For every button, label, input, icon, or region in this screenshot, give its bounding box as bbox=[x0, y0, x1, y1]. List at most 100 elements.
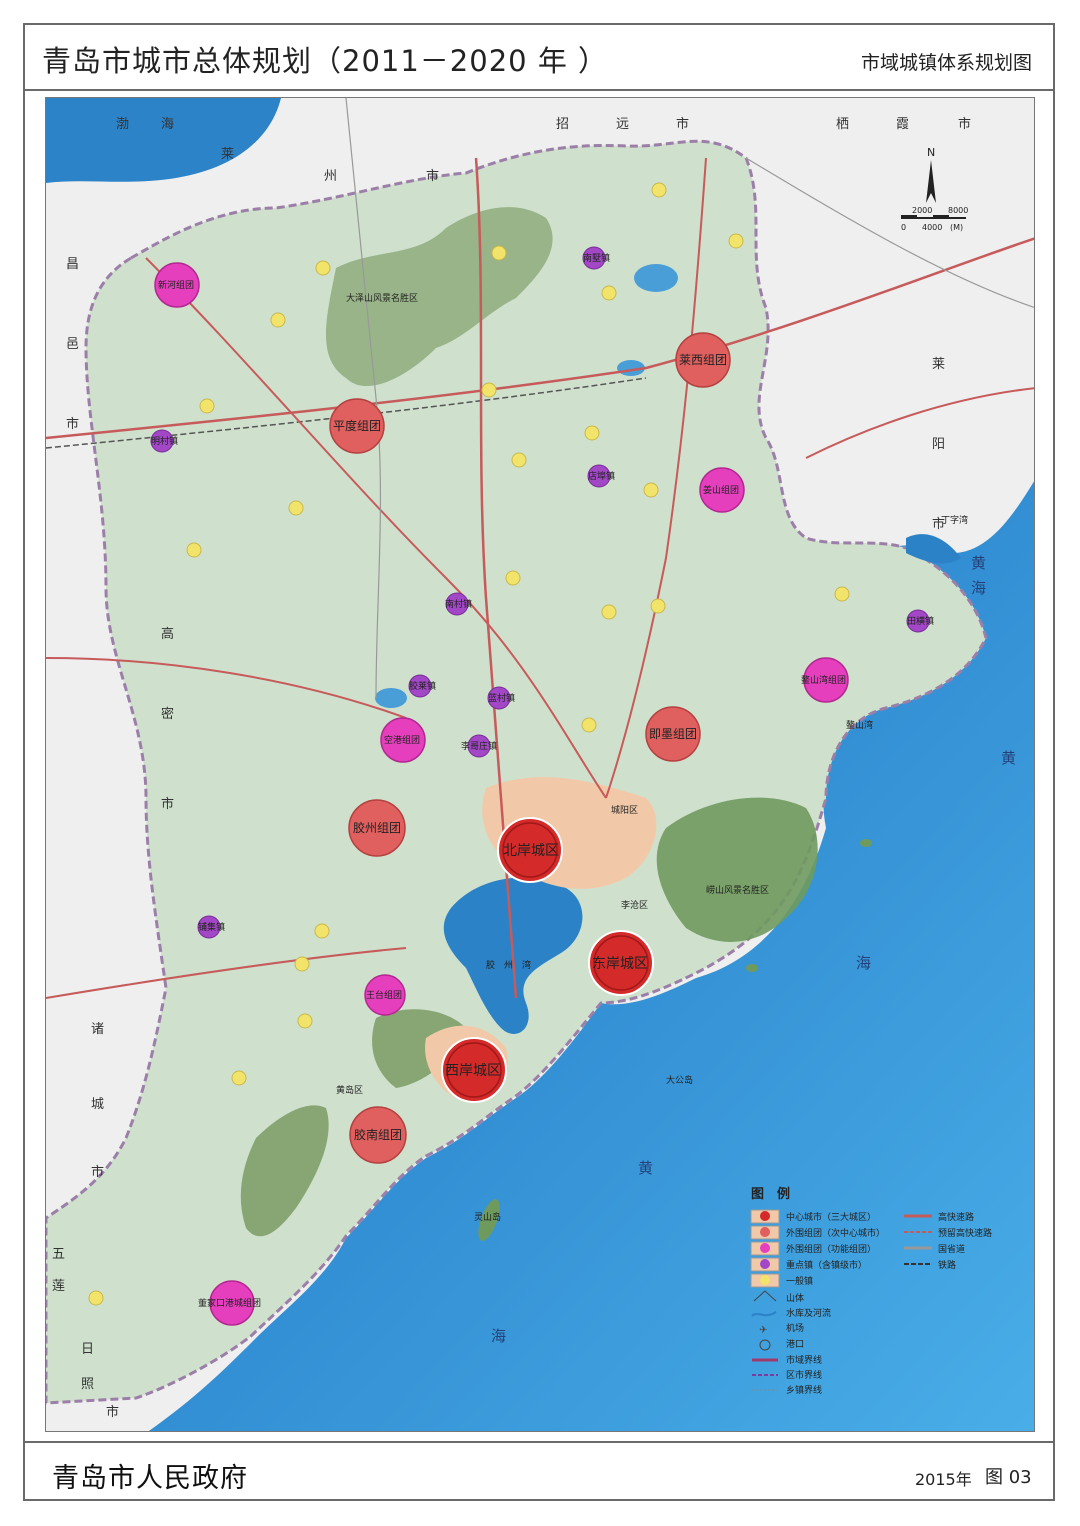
general-towns bbox=[88, 182, 850, 1306]
general-town bbox=[601, 604, 617, 620]
legend-road: 高快速路 bbox=[938, 1211, 974, 1223]
reservoir-1 bbox=[634, 264, 678, 292]
label-gao: 高 bbox=[161, 626, 174, 642]
label-chengyang: 城阳区 bbox=[611, 805, 638, 816]
key-town-nancun bbox=[445, 592, 469, 616]
key-town-nanshu bbox=[582, 246, 606, 270]
compass-north-label: N bbox=[927, 146, 935, 159]
label-xia: 霞 bbox=[896, 117, 909, 132]
bohai-sea bbox=[46, 98, 281, 183]
outer-group-label: 即墨组团 bbox=[649, 727, 697, 741]
island-2 bbox=[860, 839, 872, 847]
legend-road: 预留高快速路 bbox=[938, 1227, 992, 1239]
scale-2: 4000 bbox=[922, 223, 942, 232]
dingzi-bay bbox=[906, 534, 961, 564]
general-town bbox=[199, 398, 215, 414]
function-group-xinhe bbox=[154, 262, 200, 308]
outer-group-jiaozhou bbox=[348, 799, 406, 857]
legend-item: 水库及河流 bbox=[786, 1307, 831, 1319]
label-shi-1: 市 bbox=[676, 116, 689, 132]
footer-year: 2015年 bbox=[915, 1470, 972, 1489]
label-yang: 阳 bbox=[932, 437, 945, 452]
general-town bbox=[288, 500, 304, 516]
core-city-labels: 北岸城区 东岸城区 西岸城区 bbox=[445, 843, 648, 1079]
general-town bbox=[601, 285, 617, 301]
key-town-tianheng bbox=[906, 609, 930, 633]
key-town-jiaolai bbox=[408, 674, 432, 698]
core-city-east bbox=[588, 930, 654, 996]
reservoir-3 bbox=[375, 688, 407, 708]
scale-1: 2000 bbox=[912, 206, 932, 215]
key-town-label: 铺集镇 bbox=[198, 921, 225, 933]
label-huang-1: 黄 bbox=[1001, 749, 1016, 767]
function-group-labels: 新河组团 姜山组团 鳌山湾组团 空港组团 王台组团 董家口港城组团 bbox=[158, 279, 846, 1309]
label-hai-1: 海 bbox=[856, 954, 871, 972]
general-town bbox=[297, 1013, 313, 1029]
general-town bbox=[88, 1290, 104, 1306]
key-town-label: 明村镇 bbox=[151, 435, 178, 447]
outer-group-pingdu bbox=[329, 398, 385, 454]
key-town-label: 店埠镇 bbox=[588, 470, 615, 482]
key-town-label: 南村镇 bbox=[445, 598, 472, 610]
key-town-label: 李哥庄镇 bbox=[461, 740, 497, 752]
general-town bbox=[643, 482, 659, 498]
label-yi: 邑 bbox=[66, 337, 79, 352]
label-qi: 栖 bbox=[836, 117, 849, 132]
label-yuan: 远 bbox=[616, 117, 629, 132]
svg-text:✈: ✈ bbox=[759, 1325, 767, 1336]
legend-road: 铁路 bbox=[938, 1259, 956, 1271]
label-mi: 密 bbox=[161, 706, 174, 722]
general-town bbox=[270, 312, 286, 328]
general-town bbox=[511, 452, 527, 468]
legend-item: 外围组团（功能组团） bbox=[786, 1243, 876, 1255]
label-huang-3: 黄 bbox=[971, 554, 986, 572]
xiaozhushan-mountain bbox=[372, 1009, 466, 1088]
outer-group-laixi bbox=[675, 332, 731, 388]
general-town bbox=[728, 233, 744, 249]
map-title: 青岛市城市总体规划（2011－2020 年 ） bbox=[42, 44, 609, 78]
legend-item: 港口 bbox=[786, 1338, 804, 1350]
label-zhou: 州 bbox=[324, 169, 337, 184]
general-town bbox=[314, 923, 330, 939]
label-zhu: 诸 bbox=[91, 1022, 104, 1037]
outer-groups bbox=[329, 332, 731, 1164]
core-cities bbox=[441, 817, 654, 1103]
key-town-label: 胶莱镇 bbox=[409, 680, 436, 692]
label-zhao-2: 照 bbox=[81, 1377, 94, 1392]
label-lai-1: 莱 bbox=[221, 147, 234, 162]
island-3 bbox=[746, 964, 758, 972]
qingdao-land bbox=[46, 139, 988, 1405]
legend-item: 外围组团（次中心城市） bbox=[786, 1227, 885, 1239]
function-group-label: 空港组团 bbox=[384, 734, 420, 746]
label-dingziwan: 丁字湾 bbox=[941, 514, 968, 526]
legend-item: 中心城市（三大城区） bbox=[786, 1211, 876, 1223]
general-town bbox=[491, 245, 507, 261]
label-shi-5: 市 bbox=[932, 516, 945, 532]
general-town bbox=[650, 598, 666, 614]
legend-item: 重点镇（含镇级市） bbox=[786, 1259, 867, 1271]
core-city-north bbox=[497, 817, 563, 883]
general-town bbox=[651, 182, 667, 198]
planning-map: 渤 海 招 远 市 栖 霞 市 莱 州 市 昌 邑 市 莱 阳 市 高 密 市 … bbox=[45, 97, 1035, 1432]
outer-group-label: 胶南组团 bbox=[354, 1127, 402, 1142]
label-laoshan: 崂山风景名胜区 bbox=[706, 884, 769, 896]
function-group-label: 董家口港城组团 bbox=[198, 1297, 261, 1309]
outer-group-jimo bbox=[645, 706, 701, 762]
label-licang: 李沧区 bbox=[621, 899, 648, 911]
label-hai-2: 海 bbox=[491, 1327, 506, 1345]
outer-group-label: 胶州组团 bbox=[353, 820, 401, 835]
outer-group-label: 平度组团 bbox=[333, 418, 381, 433]
core-city-label: 北岸城区 bbox=[503, 843, 559, 859]
general-town bbox=[294, 956, 310, 972]
label-hai-3: 海 bbox=[971, 579, 986, 597]
outer-group-jiaonan bbox=[349, 1106, 407, 1164]
label-lingshandao: 灵山岛 bbox=[474, 1211, 501, 1223]
function-group-label: 鳌山湾组团 bbox=[801, 674, 846, 686]
label-shi-8: 市 bbox=[106, 1404, 119, 1420]
label-dazeshan: 大泽山风景名胜区 bbox=[346, 292, 418, 304]
outer-group-label: 莱西组团 bbox=[679, 353, 727, 367]
general-town bbox=[481, 382, 497, 398]
legend-item: 区市界线 bbox=[786, 1369, 822, 1381]
legend-item: 一般镇 bbox=[786, 1275, 813, 1287]
key-town-puji bbox=[197, 915, 221, 939]
